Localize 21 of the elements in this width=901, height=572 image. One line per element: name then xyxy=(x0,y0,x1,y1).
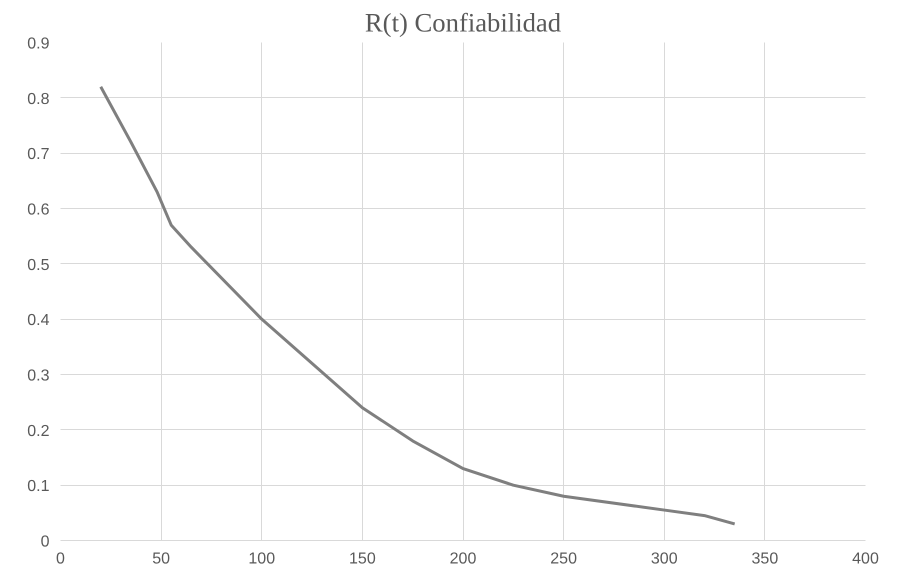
y-tick-label: 0.1 xyxy=(27,478,50,496)
x-tick-label: 100 xyxy=(248,550,276,568)
x-tick-label: 150 xyxy=(349,550,376,568)
x-tick-label: 200 xyxy=(450,550,476,568)
x-tick-label: 300 xyxy=(650,550,678,568)
y-tick-label: 0 xyxy=(40,534,50,550)
x-tick-label: 250 xyxy=(550,550,578,568)
x-tick-label: 0 xyxy=(56,550,66,568)
x-tick-label: 400 xyxy=(852,550,879,568)
y-tick-label: 0.3 xyxy=(27,368,50,384)
x-tick-label: 50 xyxy=(152,550,170,568)
y-tick-label: 0.5 xyxy=(27,256,50,274)
y-tick-label: 0.6 xyxy=(27,202,50,218)
y-tick-label: 0.7 xyxy=(27,146,50,164)
line-series xyxy=(99,85,736,526)
chart-title: R(t) Confiabilidad xyxy=(364,8,562,38)
x-tick-label: 350 xyxy=(752,550,778,568)
y-tick-label: 0.9 xyxy=(27,36,50,52)
y-tick-label: 0.2 xyxy=(27,422,50,440)
y-tick-label: 0.4 xyxy=(27,312,50,330)
y-tick-label: 0.8 xyxy=(27,90,50,108)
